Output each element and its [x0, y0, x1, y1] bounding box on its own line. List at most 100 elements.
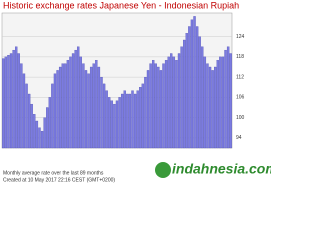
y-tick-label: 106: [236, 95, 245, 101]
bar: [126, 93, 129, 149]
bar: [95, 60, 98, 149]
bar: [206, 63, 209, 149]
bar: [58, 66, 62, 149]
bar: [113, 103, 116, 149]
bar: [136, 90, 139, 149]
bar: [30, 103, 33, 149]
bar: [100, 76, 103, 149]
bar: [38, 127, 41, 149]
bar: [71, 53, 75, 149]
bar: [84, 70, 88, 149]
chart: Historic exchange rates Japanese Yen - I…: [1, 0, 271, 184]
bar: [51, 83, 54, 149]
bar: [108, 97, 111, 149]
logo: indahnesia.com: [172, 161, 271, 177]
bar: [82, 63, 85, 149]
bar: [131, 90, 134, 149]
bar: [120, 93, 124, 149]
bar: [133, 93, 137, 149]
bar: [219, 56, 222, 149]
bar: [48, 97, 51, 149]
bar: [33, 114, 36, 149]
bar: [198, 36, 201, 149]
bar: [9, 53, 13, 149]
bar: [208, 66, 212, 149]
bar: [64, 63, 67, 149]
bar: [162, 63, 165, 149]
bar: [188, 26, 191, 149]
bar: [7, 55, 10, 149]
bar: [201, 46, 204, 149]
bar: [35, 120, 39, 149]
bar: [170, 53, 173, 149]
bar: [221, 56, 225, 149]
bar: [183, 39, 186, 149]
bar: [141, 83, 145, 149]
footnote: Created at 10 May 2017 22:16 CEST (GMT+0…: [3, 177, 115, 183]
bar: [15, 46, 18, 149]
y-tick-label: 100: [236, 115, 245, 121]
bar: [149, 63, 152, 149]
bar: [146, 70, 150, 149]
bar: [229, 53, 232, 149]
bar: [224, 49, 227, 149]
bar: [164, 60, 168, 149]
bar: [115, 100, 119, 149]
bar: [159, 70, 163, 149]
bar: [74, 49, 77, 149]
bar: [92, 63, 95, 149]
bar: [226, 46, 230, 149]
bar: [144, 76, 147, 149]
bar: [167, 56, 170, 149]
bar: [46, 107, 49, 149]
bar: [20, 63, 23, 149]
bar: [185, 33, 188, 149]
bar: [79, 56, 83, 149]
bar: [17, 53, 20, 149]
bar: [105, 90, 108, 149]
bar: [53, 73, 57, 149]
bar: [175, 60, 178, 149]
bar: [102, 83, 106, 149]
footnote: Monthly average rate over the last 89 mo…: [3, 170, 104, 176]
bar: [203, 56, 207, 149]
bar: [190, 19, 194, 149]
bar: [69, 56, 72, 149]
bar: [195, 26, 199, 149]
bar: [40, 130, 44, 149]
bar: [139, 87, 142, 149]
chart-title: Historic exchange rates Japanese Yen - I…: [3, 0, 239, 10]
bar: [172, 56, 176, 149]
bar: [89, 66, 93, 149]
bar: [157, 66, 160, 149]
bar: [25, 83, 28, 149]
bar: [214, 66, 217, 149]
bar: [56, 70, 59, 149]
bar: [27, 93, 31, 149]
bar: [216, 60, 219, 149]
bar: [12, 49, 15, 149]
logo-icon: [155, 162, 171, 178]
bar: [66, 60, 70, 149]
bar: [97, 66, 101, 149]
bar: [110, 100, 114, 149]
bar: [87, 73, 90, 149]
bar: [193, 16, 196, 149]
bar: [77, 46, 80, 149]
bar: [151, 60, 155, 149]
bar: [61, 63, 64, 149]
bar: [118, 97, 121, 149]
bar: [123, 90, 126, 149]
bar: [154, 63, 157, 149]
bar: [128, 93, 132, 149]
bar: [177, 53, 181, 149]
bar: [180, 46, 183, 149]
y-tick-label: 112: [236, 74, 244, 80]
bar: [211, 70, 214, 149]
y-tick-label: 94: [236, 135, 242, 141]
bar: [43, 117, 46, 149]
y-tick-label: 124: [236, 34, 245, 40]
bar: [2, 58, 5, 149]
bar: [22, 73, 26, 149]
bar: [4, 56, 8, 149]
